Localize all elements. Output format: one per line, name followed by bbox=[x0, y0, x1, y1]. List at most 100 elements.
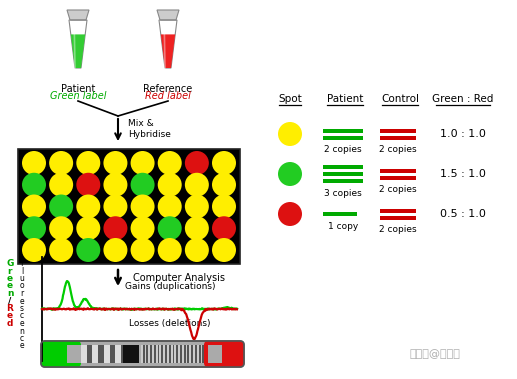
Circle shape bbox=[77, 151, 100, 175]
Bar bbox=[204, 345, 206, 363]
Bar bbox=[110, 345, 115, 363]
Circle shape bbox=[22, 151, 46, 175]
Circle shape bbox=[77, 238, 100, 262]
Text: Control: Control bbox=[381, 94, 419, 104]
Bar bbox=[323, 165, 363, 169]
Bar bbox=[380, 216, 416, 219]
Text: 2 copies: 2 copies bbox=[379, 185, 417, 194]
Bar bbox=[152, 345, 154, 363]
Text: Patient: Patient bbox=[327, 94, 363, 104]
Bar bbox=[145, 345, 146, 363]
Bar bbox=[161, 345, 163, 363]
Polygon shape bbox=[159, 20, 177, 68]
Bar bbox=[81, 345, 87, 363]
Bar bbox=[188, 345, 189, 363]
Bar bbox=[201, 345, 202, 363]
Text: 2 copies: 2 copies bbox=[379, 226, 417, 235]
Text: Green : Red: Green : Red bbox=[432, 94, 494, 104]
Circle shape bbox=[158, 151, 181, 175]
Bar bbox=[165, 345, 167, 363]
Bar bbox=[180, 345, 182, 363]
Text: Mix &
Hybridise: Mix & Hybridise bbox=[128, 119, 171, 139]
Bar bbox=[18, 149, 240, 264]
Circle shape bbox=[77, 173, 100, 197]
Bar bbox=[123, 345, 139, 363]
Bar bbox=[167, 345, 169, 363]
Circle shape bbox=[158, 173, 181, 197]
Circle shape bbox=[212, 173, 236, 197]
Polygon shape bbox=[71, 34, 85, 68]
Bar bbox=[173, 345, 174, 363]
Text: Green label: Green label bbox=[50, 91, 107, 101]
Bar bbox=[98, 345, 104, 363]
Bar bbox=[197, 345, 199, 363]
Text: 2 copies: 2 copies bbox=[379, 146, 417, 155]
Text: Reference: Reference bbox=[143, 84, 193, 94]
Text: e: e bbox=[7, 274, 13, 283]
Bar bbox=[169, 345, 171, 363]
Circle shape bbox=[185, 216, 209, 240]
Text: Gains (duplications): Gains (duplications) bbox=[125, 282, 215, 291]
Bar bbox=[148, 345, 150, 363]
Circle shape bbox=[131, 238, 155, 262]
Bar bbox=[115, 345, 121, 363]
Circle shape bbox=[185, 173, 209, 197]
Bar bbox=[174, 345, 176, 363]
Circle shape bbox=[103, 194, 127, 219]
Bar bbox=[182, 345, 184, 363]
Text: /: / bbox=[8, 296, 11, 305]
Bar bbox=[158, 345, 159, 363]
Text: 1.0 : 1.0: 1.0 : 1.0 bbox=[440, 129, 486, 139]
Text: 3 copies: 3 copies bbox=[324, 189, 362, 198]
Bar bbox=[191, 345, 193, 363]
Bar bbox=[323, 179, 363, 183]
Circle shape bbox=[22, 238, 46, 262]
FancyBboxPatch shape bbox=[41, 341, 81, 367]
Bar bbox=[121, 345, 127, 363]
Circle shape bbox=[22, 216, 46, 240]
Bar bbox=[154, 345, 156, 363]
Text: s: s bbox=[20, 304, 24, 313]
Circle shape bbox=[49, 173, 73, 197]
Text: e: e bbox=[7, 282, 13, 290]
Bar bbox=[178, 345, 180, 363]
FancyBboxPatch shape bbox=[204, 341, 244, 367]
Text: f: f bbox=[21, 259, 23, 268]
Bar bbox=[171, 345, 173, 363]
Circle shape bbox=[131, 173, 155, 197]
Bar bbox=[87, 345, 93, 363]
Bar bbox=[67, 345, 81, 363]
Circle shape bbox=[49, 151, 73, 175]
Bar bbox=[93, 345, 98, 363]
Text: Patient: Patient bbox=[61, 84, 95, 94]
Circle shape bbox=[278, 162, 302, 186]
Bar bbox=[208, 345, 222, 363]
Bar bbox=[323, 212, 357, 216]
Circle shape bbox=[158, 216, 181, 240]
Polygon shape bbox=[67, 10, 89, 20]
Text: e: e bbox=[20, 296, 24, 305]
Text: Losses (deletions): Losses (deletions) bbox=[129, 319, 211, 328]
Bar bbox=[143, 345, 145, 363]
Circle shape bbox=[185, 151, 209, 175]
Circle shape bbox=[185, 194, 209, 219]
Circle shape bbox=[212, 238, 236, 262]
Bar bbox=[141, 345, 143, 363]
Bar bbox=[104, 345, 110, 363]
Circle shape bbox=[49, 216, 73, 240]
Bar bbox=[193, 345, 195, 363]
Bar bbox=[146, 345, 148, 363]
Text: n: n bbox=[20, 326, 24, 335]
Bar bbox=[189, 345, 191, 363]
Bar bbox=[380, 136, 416, 139]
Circle shape bbox=[77, 216, 100, 240]
Text: Spot: Spot bbox=[278, 94, 302, 104]
Text: l: l bbox=[21, 266, 23, 276]
Circle shape bbox=[131, 194, 155, 219]
Circle shape bbox=[158, 238, 181, 262]
Bar bbox=[202, 345, 204, 363]
Text: d: d bbox=[7, 319, 13, 328]
Text: e: e bbox=[20, 319, 24, 328]
Bar bbox=[323, 136, 363, 139]
Circle shape bbox=[22, 194, 46, 219]
